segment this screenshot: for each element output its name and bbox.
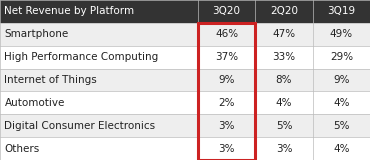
Bar [0,137,370,160]
Bar [0,69,370,91]
Text: 3%: 3% [276,144,292,154]
Text: 3Q20: 3Q20 [213,6,240,16]
Text: Internet of Things: Internet of Things [4,75,97,85]
Text: 5%: 5% [333,121,350,131]
Text: 4%: 4% [333,98,350,108]
Bar [0,23,370,46]
Bar [0,91,370,114]
Text: 4%: 4% [276,98,292,108]
Bar [0,0,370,23]
Text: 3Q19: 3Q19 [327,6,356,16]
Bar [198,23,255,160]
Text: Net Revenue by Platform: Net Revenue by Platform [4,6,135,16]
Bar [0,46,370,69]
Text: Digital Consumer Electronics: Digital Consumer Electronics [4,121,155,131]
Text: 2%: 2% [218,98,235,108]
Text: 46%: 46% [215,29,238,39]
Text: Smartphone: Smartphone [4,29,69,39]
Text: 5%: 5% [276,121,292,131]
Text: 2Q20: 2Q20 [270,6,298,16]
Text: 4%: 4% [333,144,350,154]
Text: 33%: 33% [272,52,296,62]
Text: Others: Others [4,144,40,154]
Text: 8%: 8% [276,75,292,85]
Text: Automotive: Automotive [4,98,65,108]
Text: 9%: 9% [333,75,350,85]
Text: High Performance Computing: High Performance Computing [4,52,159,62]
Text: 9%: 9% [218,75,235,85]
Text: 3%: 3% [218,144,235,154]
Bar [0,114,370,137]
Text: 29%: 29% [330,52,353,62]
Text: 49%: 49% [330,29,353,39]
Text: 37%: 37% [215,52,238,62]
Text: 3%: 3% [218,121,235,131]
Text: 47%: 47% [272,29,296,39]
